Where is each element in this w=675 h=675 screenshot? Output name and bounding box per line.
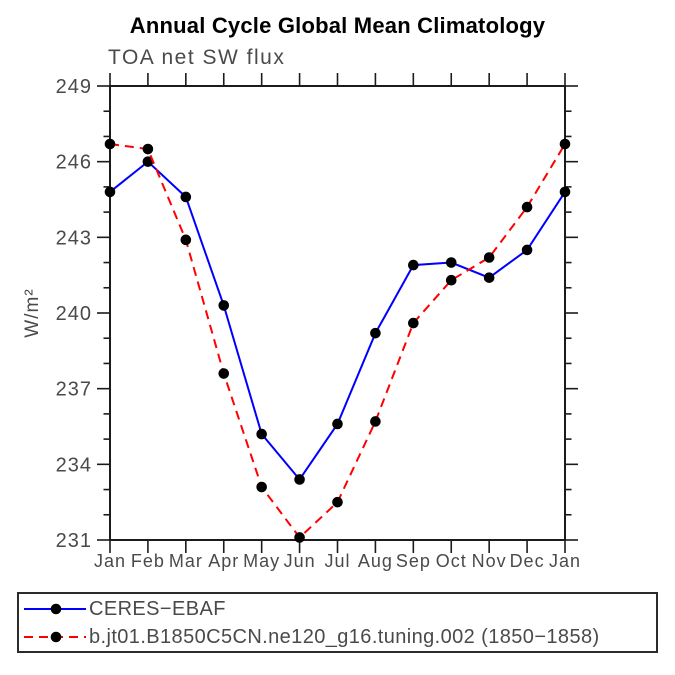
legend-line-solid-blue-icon [24, 603, 86, 614]
y-tick-label: 234 [56, 454, 92, 476]
data-point-marker [445, 257, 457, 268]
y-tick-label: 231 [56, 530, 92, 552]
y-tick-label: 249 [56, 76, 92, 98]
series-model [104, 138, 571, 543]
data-point-marker [294, 532, 305, 543]
data-point-marker [256, 481, 267, 493]
legend-item-ceres: CERES−EBAF [19, 595, 656, 623]
x-tick-label: Apr [208, 551, 239, 571]
data-point-marker [521, 201, 533, 213]
data-point-marker [483, 272, 495, 283]
data-point-marker [483, 252, 495, 263]
x-tick-label: Jan [549, 551, 581, 571]
series-line [109, 160, 566, 482]
legend-box: CERES−EBAF b.jt01.B1850C5CN.ne120_g16.tu… [17, 592, 658, 653]
data-point-marker [559, 186, 571, 198]
data-point-marker [104, 186, 116, 198]
y-tick-label: 243 [56, 227, 92, 249]
data-point-marker [445, 274, 457, 286]
chart-title: Annual Cycle Global Mean Climatology [129, 13, 546, 38]
plot-frame [109, 85, 566, 541]
legend-label-model: b.jt01.B1850C5CN.ne120_g16.tuning.002 (1… [89, 625, 600, 648]
x-tick-label: Oct [436, 551, 467, 571]
legend-label-ceres: CERES−EBAF [89, 597, 226, 620]
data-point-marker [218, 300, 230, 311]
legend-item-model: b.jt01.B1850C5CN.ne120_g16.tuning.002 (1… [19, 623, 656, 651]
x-tick-label: Jun [284, 551, 316, 571]
chart-subtitle: TOA net SW flux [108, 46, 286, 69]
legend-line-dashed-red-icon [24, 631, 86, 642]
x-axis-ticks: Jan Feb Mar Apr May Jun Jul Aug Sep Oct Nov Dec Jan [94, 73, 581, 571]
series-ceres [104, 156, 571, 485]
x-tick-label: Jan [94, 551, 126, 571]
data-point-marker [408, 317, 419, 329]
data-point-marker [218, 368, 230, 379]
series-line [109, 143, 566, 539]
data-point-marker [332, 418, 343, 430]
data-point-marker [332, 496, 343, 508]
y-tick-label: 240 [56, 303, 92, 325]
y-tick-label: 237 [56, 379, 92, 401]
x-tick-label: Sep [396, 551, 431, 571]
x-tick-label: Feb [131, 551, 165, 571]
y-axis-ticks: 231 234 237 240 243 246 249 [56, 76, 578, 552]
x-tick-label: May [243, 551, 280, 571]
x-tick-label: Jul [324, 551, 350, 571]
data-point-marker [180, 191, 192, 203]
x-tick-label: Dec [510, 551, 545, 571]
data-point-marker [142, 143, 154, 155]
data-point-marker [294, 474, 305, 485]
data-point-marker [408, 259, 419, 271]
x-tick-label: Nov [472, 551, 507, 571]
data-point-marker [370, 327, 381, 339]
data-point-marker [521, 244, 533, 256]
data-point-marker [370, 416, 381, 427]
data-point-marker [104, 138, 116, 150]
x-tick-label: Aug [358, 551, 393, 571]
data-point-marker [256, 428, 267, 440]
data-point-marker [559, 138, 571, 150]
data-point-marker [142, 156, 154, 167]
data-point-marker [180, 234, 192, 246]
x-tick-label: Mar [169, 551, 203, 571]
y-tick-label: 246 [56, 152, 92, 174]
